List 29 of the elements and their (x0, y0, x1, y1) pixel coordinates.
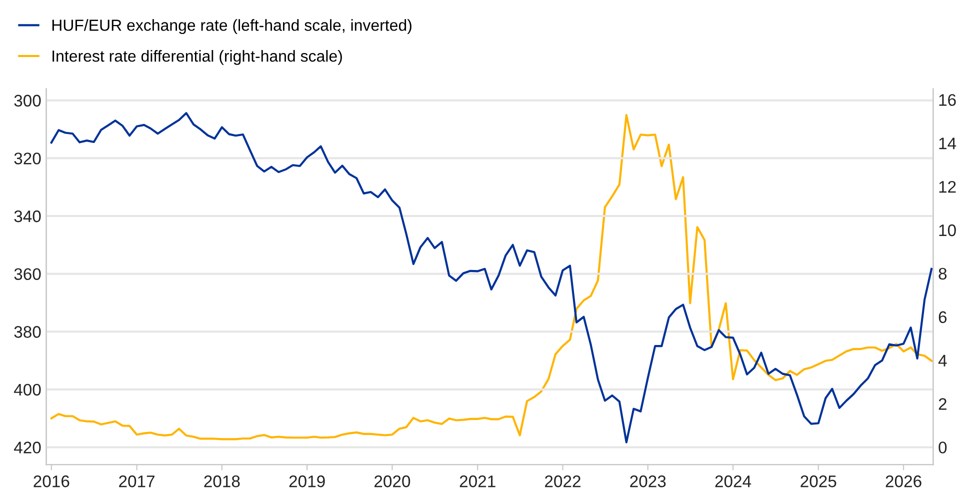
x-tick-label: 2026 (886, 475, 922, 488)
x-tick-label: 2023 (630, 475, 666, 488)
x-tick-label: 2020 (374, 475, 410, 488)
y2-tick-label: 4 (938, 354, 947, 366)
x-tick-label: 2024 (715, 475, 752, 488)
y-tick-label: 300 (14, 94, 41, 107)
x-tick-label: 2021 (460, 475, 496, 488)
x-tick-label: 2018 (204, 475, 240, 488)
y2-tick-label: 14 (939, 138, 956, 150)
legend-label: HUF/EUR exchange rate (left-hand scale, inverted) (52, 19, 412, 34)
y2-tick-label: 2 (938, 398, 946, 410)
y-tick-label: 340 (14, 210, 41, 222)
y-tick-label: 320 (14, 152, 41, 164)
x-tick-label: 2016 (34, 475, 70, 488)
y2-tick-label: 10 (939, 224, 956, 236)
x-tick-label: 2019 (289, 475, 325, 488)
y2-tick-label: 8 (938, 268, 947, 280)
y-tick-label: 400 (14, 384, 41, 396)
x-tick-label: 2025 (800, 475, 836, 488)
y-tick-label: 420 (14, 442, 41, 454)
x-tick-label: 2022 (545, 475, 580, 488)
y-tick-label: 380 (14, 326, 41, 338)
y2-tick-label: 0 (938, 442, 947, 454)
y2-tick-label: 16 (939, 94, 956, 106)
x-tick-label: 2017 (119, 475, 154, 488)
y-tick-label: 360 (14, 268, 41, 280)
y2-tick-label: 12 (939, 180, 956, 193)
legend-label: Interest rate differential (right-hand scale) (52, 50, 342, 65)
y2-tick-label: 6 (938, 311, 947, 324)
